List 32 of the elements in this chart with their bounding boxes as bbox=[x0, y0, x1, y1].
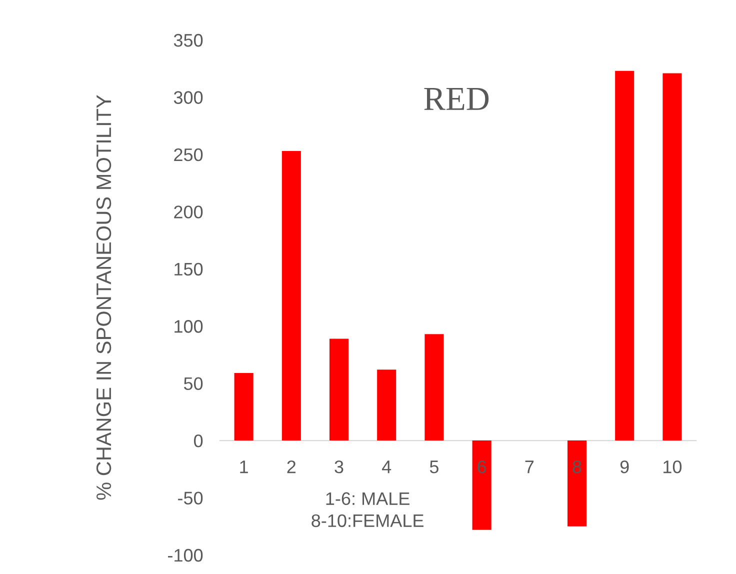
x-tick-label: 1 bbox=[240, 460, 248, 474]
bar bbox=[282, 151, 301, 441]
y-tick-label: 50 bbox=[184, 377, 203, 390]
bar bbox=[424, 334, 444, 441]
x-tick-label: 6 bbox=[478, 460, 486, 474]
y-axis-title: % CHANGE IN SPONTANEOUS MOTILITY bbox=[96, 94, 112, 500]
y-tick-label: -100 bbox=[168, 548, 203, 562]
y-tick-label: 200 bbox=[174, 206, 203, 218]
x-tick-label: 8 bbox=[572, 460, 582, 474]
x-tick-label: 2 bbox=[287, 460, 296, 474]
x-tick-label: 9 bbox=[620, 460, 629, 474]
text: RED bbox=[424, 88, 489, 110]
bar bbox=[329, 338, 349, 441]
x-tick-label: 3 bbox=[334, 460, 344, 474]
bar bbox=[615, 70, 634, 441]
bar bbox=[234, 373, 254, 441]
bar bbox=[472, 440, 492, 530]
y-tick-label: 250 bbox=[174, 148, 203, 162]
bar bbox=[377, 370, 396, 441]
x-tick-label: 10 bbox=[664, 460, 682, 474]
y-tick-label: 150 bbox=[174, 262, 203, 276]
bar bbox=[662, 73, 682, 441]
y-tick-label: 0 bbox=[194, 434, 203, 448]
x-tick-label: 4 bbox=[382, 460, 392, 474]
y-tick-label: 350 bbox=[174, 34, 203, 47]
y-tick-label: 300 bbox=[174, 91, 203, 104]
y-tick-label: -50 bbox=[178, 492, 203, 504]
bar bbox=[567, 440, 587, 526]
x-tick-label: 7 bbox=[525, 460, 534, 474]
annotation: 1-6: MALE 8-10:FEMALE bbox=[312, 492, 424, 528]
y-tick-label: 100 bbox=[174, 320, 203, 333]
x-tick-label: 5 bbox=[430, 460, 438, 474]
